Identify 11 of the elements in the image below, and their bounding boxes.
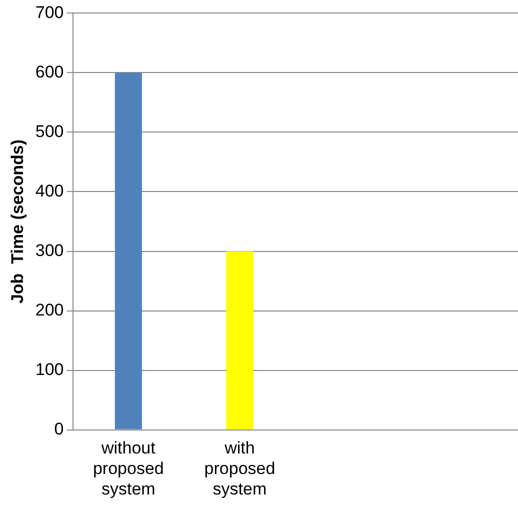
- y-axis-title: Job Time (seconds): [8, 139, 27, 304]
- y-tick-label: 200: [35, 300, 64, 320]
- x-tick-label: with proposed system: [204, 438, 276, 498]
- y-tick-label: 500: [35, 122, 64, 141]
- y-tick-label: 400: [35, 181, 64, 200]
- y-tick-label: 600: [35, 62, 64, 82]
- y-tick-label: 100: [35, 360, 64, 379]
- y-tick-label: 300: [35, 240, 64, 260]
- y-tick-label: 0: [54, 419, 64, 438]
- x-tick-label: without proposed system: [92, 438, 164, 498]
- y-tick-label: 700: [35, 2, 64, 22]
